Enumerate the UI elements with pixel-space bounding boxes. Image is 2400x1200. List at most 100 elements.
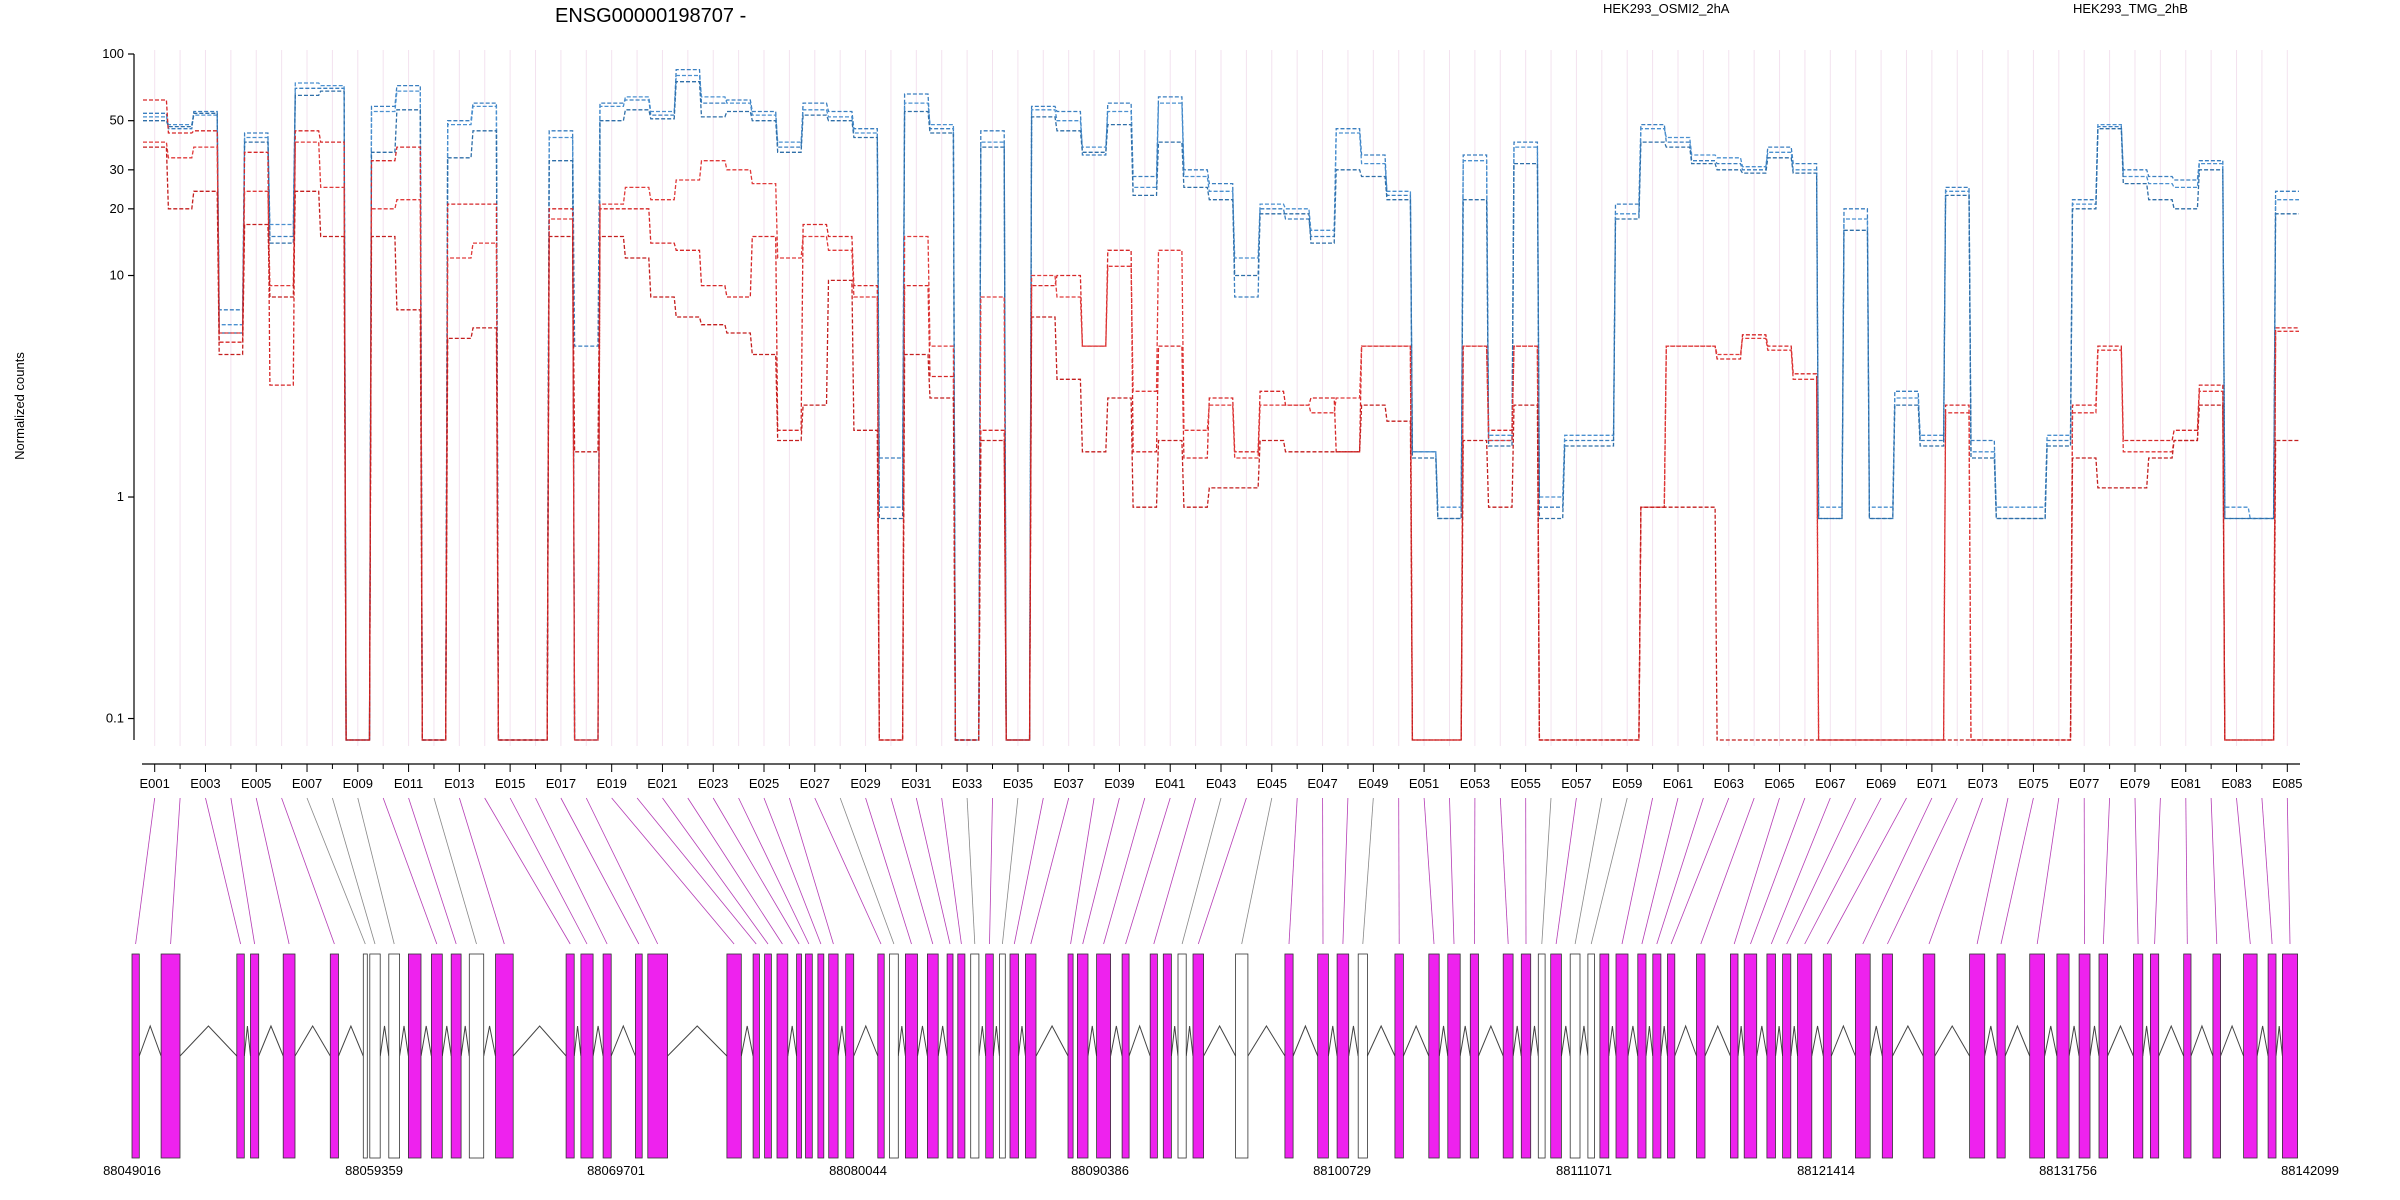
intron-line (1790, 1025, 1799, 1057)
exon-box (1284, 953, 1294, 1159)
y-tick-label: 100 (102, 46, 124, 61)
y-tick-label: 1 (117, 489, 124, 504)
exon-connector (1590, 797, 1628, 945)
intron-line (1530, 1025, 1539, 1057)
exon-connector (1656, 797, 1704, 945)
exon-connector (135, 797, 156, 945)
exon-box (1615, 953, 1629, 1159)
exon-box (776, 953, 789, 1159)
exon-connector (1928, 797, 1983, 945)
intron-line (1811, 1025, 1824, 1057)
exon-tick-label: E079 (2120, 776, 2150, 791)
exon-box (1587, 953, 1595, 1159)
exon-tick-label: E029 (850, 776, 880, 791)
exon-tick-label: E065 (1764, 776, 1794, 791)
exon-connector (205, 797, 241, 945)
intron-line (1892, 1024, 1924, 1057)
intron-line (897, 1025, 906, 1057)
exon-connector (1125, 797, 1171, 945)
gene-model (131, 953, 2298, 1159)
exon-connector (1862, 797, 1933, 945)
exon-connector (2102, 797, 2110, 945)
exon-tick-label: E061 (1663, 776, 1693, 791)
exon-box (845, 953, 855, 1159)
intron-line (1674, 1024, 1697, 1057)
exon-connector (1103, 797, 1146, 945)
exon-connector (763, 797, 822, 945)
intron-line (2068, 1025, 2080, 1057)
exon-connector (789, 797, 834, 945)
intron-line (2275, 1025, 2283, 1057)
exon-connector (1574, 797, 1603, 945)
exon-box (764, 953, 772, 1159)
legend-item-osmi2: HEK293_OSMI2_2hA (1603, 1, 1730, 16)
exon-connector (1670, 797, 1730, 945)
exon-connector (839, 797, 895, 945)
exon-box (1447, 953, 1461, 1159)
exon-connector (1700, 797, 1755, 945)
intron-line (1018, 1025, 1026, 1057)
intron-line (379, 1025, 390, 1057)
genomic-tick-label: 88131756 (2039, 1163, 2097, 1178)
intron-line (2089, 1025, 2100, 1057)
exon-tick-label: E041 (1155, 776, 1185, 791)
exon-tick-label: E083 (2221, 776, 2251, 791)
exon-box (2212, 953, 2221, 1159)
exon-box (970, 953, 980, 1159)
exon-box (635, 953, 643, 1159)
x-axis: E001 E003 E005 E007 E009 E011 E013 E015 E017 E019… (140, 763, 2302, 791)
exon-connector (738, 797, 810, 945)
exon-box (1177, 953, 1187, 1159)
intron-line (740, 1025, 754, 1057)
intron-line (937, 1025, 948, 1057)
intron-line (667, 1025, 728, 1057)
exon-connector (1197, 797, 1247, 945)
exon-tick-label: E059 (1612, 776, 1642, 791)
intron-line (1459, 1025, 1471, 1057)
exon-box (828, 953, 839, 1159)
exon-connector (2154, 797, 2161, 945)
exon-connector (1499, 797, 1509, 945)
exon-tick-label: E025 (749, 776, 779, 791)
exon-connector (560, 797, 640, 945)
y-tick-label: 50 (110, 113, 124, 128)
exon-box (565, 953, 575, 1159)
intron-line (1830, 1024, 1856, 1057)
genomic-tick-label: 88100729 (1313, 1163, 1371, 1178)
intron-line (1348, 1025, 1359, 1057)
intron-line (1560, 1025, 1571, 1057)
exon-connector (2210, 797, 2218, 945)
exon-tick-label: E017 (546, 776, 576, 791)
intron-line (1579, 1025, 1589, 1057)
y-axis: 0.1 1 10 20 30 50 100 (102, 46, 135, 740)
exon-box (2243, 953, 2258, 1159)
exon-box (1336, 953, 1350, 1159)
exon-connector (535, 797, 608, 945)
exon-connector (611, 797, 735, 945)
exon-connector (382, 797, 438, 945)
exon-tick-label: E027 (800, 776, 830, 791)
exon-box (1469, 953, 1479, 1159)
exon-connector (170, 797, 181, 945)
exon-box (1766, 953, 1776, 1159)
exon-box (1009, 953, 1019, 1159)
intron-line (2142, 1025, 2151, 1057)
exon-box (1025, 953, 1037, 1159)
exon-connector (1181, 797, 1222, 945)
intron-line (610, 1024, 636, 1057)
exon-connector (1786, 797, 1857, 945)
exon-connector (255, 797, 290, 945)
exon-connector (1804, 797, 1882, 945)
intron-line (1185, 1025, 1194, 1057)
intron-line (2004, 1024, 2031, 1057)
exon-box (160, 953, 181, 1159)
exon-box (2132, 953, 2144, 1159)
intron-line (179, 1025, 238, 1057)
intron-line (441, 1025, 452, 1057)
exon-box (905, 953, 918, 1159)
exon-box (1969, 953, 1986, 1159)
exon-connector (1641, 797, 1679, 945)
genomic-tick-label: 88059359 (345, 1163, 403, 1178)
exon-box (817, 953, 825, 1159)
exon-box (1743, 953, 1758, 1159)
